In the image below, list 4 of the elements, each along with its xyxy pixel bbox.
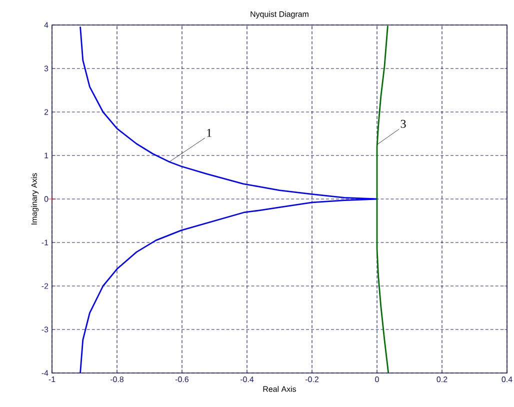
annotation: 3 xyxy=(400,120,406,128)
line-series xyxy=(376,25,390,374)
annotation: 1 xyxy=(207,128,212,137)
line-series xyxy=(80,26,378,374)
